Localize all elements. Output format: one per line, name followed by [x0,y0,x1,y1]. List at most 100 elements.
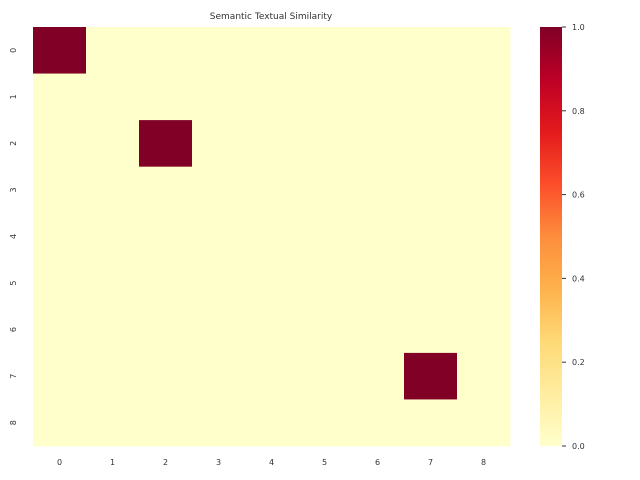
colorbar-tick-label: 0.0 [572,442,585,451]
colorbar-tick-label: 0.4 [572,274,585,283]
x-tick-label-1: 1 [110,458,115,467]
y-tick-label-6: 6 [9,327,18,332]
heatmap-cell-3-2 [139,166,193,214]
heatmap-cell-8-7 [404,399,458,447]
heatmap-cell-3-0 [33,166,87,214]
heatmap-cell-2-5 [298,120,352,168]
heatmap-cell-7-5 [298,352,352,400]
heatmap-cell-2-3 [192,120,246,168]
colorbar-gradient [540,27,562,446]
heatmap-cell-3-5 [298,166,352,214]
heatmap-cell-8-2 [139,399,193,447]
heatmap-cell-7-0 [33,352,87,400]
heatmap-cell-0-8 [457,27,511,74]
heatmap-cell-4-2 [139,213,193,261]
heatmap-cell-7-8 [457,352,511,400]
heatmap-cell-5-6 [351,259,405,307]
colorbar-tick-label: 1.0 [572,23,585,32]
heatmap-cell-1-3 [192,73,246,121]
heatmap-cell-6-1 [86,306,140,354]
y-tick-label-7: 7 [9,374,18,379]
heatmap-cell-1-0 [33,73,87,121]
heatmap-cell-0-7 [404,27,458,74]
heatmap-cell-4-6 [351,213,405,261]
heatmap-cell-0-6 [351,27,405,74]
heatmap-cell-0-4 [245,27,299,74]
heatmap-cell-2-0 [33,120,87,168]
heatmap-cell-5-2 [139,259,193,307]
x-tick-label-2: 2 [163,458,168,467]
heatmap-cell-3-6 [351,166,405,214]
heatmap-cell-4-5 [298,213,352,261]
y-tick-label-2: 2 [9,141,18,146]
heatmap-cell-6-3 [192,306,246,354]
y-tick-label-8: 8 [9,420,18,425]
heatmap-cell-7-4 [245,352,299,400]
heatmap-cell-6-4 [245,306,299,354]
y-tick-label-0: 0 [9,48,18,53]
heatmap-cell-4-0 [33,213,87,261]
heatmap-cell-3-1 [86,166,140,214]
heatmap-cell-6-6 [351,306,405,354]
heatmap-cell-5-7 [404,259,458,307]
heatmap-cell-3-4 [245,166,299,214]
heatmap-cell-8-3 [192,399,246,447]
colorbar: 0.0 0.2 0.4 0.6 0.8 1.0 [540,23,585,451]
colorbar-ticks: 0.0 0.2 0.4 0.6 0.8 1.0 [562,23,585,451]
heatmap-cell-7-3 [192,352,246,400]
heatmap-cell-8-8 [457,399,511,447]
colorbar-tick-label: 0.8 [572,107,585,116]
x-tick-label-4: 4 [269,458,274,467]
heatmap-cell-8-0 [33,399,87,447]
x-tick-label-8: 8 [481,458,486,467]
heatmap-cell-6-2 [139,306,193,354]
heatmap-cell-5-5 [298,259,352,307]
heatmap-cell-7-1 [86,352,140,400]
heatmap-cell-2-4 [245,120,299,168]
heatmap-cell-2-6 [351,120,405,168]
heatmap-cell-8-5 [298,399,352,447]
x-tick-label-7: 7 [428,458,433,467]
heatmap-cell-2-2 [139,120,193,168]
heatmap-cell-6-5 [298,306,352,354]
heatmap-cell-2-1 [86,120,140,168]
x-tick-label-0: 0 [57,458,62,467]
heatmap-cell-4-3 [192,213,246,261]
heatmap-cell-1-7 [404,73,458,121]
heatmap-cell-5-1 [86,259,140,307]
x-axis-ticks: 0 1 2 3 4 5 6 7 8 [57,458,486,467]
heatmap-cell-1-1 [86,73,140,121]
y-tick-label-3: 3 [9,187,18,192]
heatmap-cell-1-6 [351,73,405,121]
heatmap-cell-7-2 [139,352,193,400]
heatmap-cell-1-8 [457,73,511,121]
heatmap-cell-4-7 [404,213,458,261]
heatmap-cell-8-6 [351,399,405,447]
y-tick-label-1: 1 [9,94,18,99]
heatmap-cell-4-4 [245,213,299,261]
x-tick-label-6: 6 [375,458,380,467]
heatmap-cell-3-8 [457,166,511,214]
heatmap-cell-6-8 [457,306,511,354]
heatmap-cell-0-5 [298,27,352,74]
heatmap-cell-4-8 [457,213,511,261]
x-tick-label-5: 5 [322,458,327,467]
heatmap-cell-1-5 [298,73,352,121]
chart-title: Semantic Textual Similarity [210,12,333,22]
y-tick-label-5: 5 [9,281,18,286]
heatmap-cell-0-2 [139,27,193,74]
heatmap-cell-0-0 [33,27,87,74]
heatmap-cell-2-7 [404,120,458,168]
colorbar-tick-label: 0.6 [572,191,585,200]
heatmap-cell-0-1 [86,27,140,74]
heatmap-cell-1-4 [245,73,299,121]
heatmap-cell-2-8 [457,120,511,168]
heatmap-cells [33,27,511,447]
heatmap-cell-8-4 [245,399,299,447]
heatmap-cell-3-7 [404,166,458,214]
heatmap-cell-5-8 [457,259,511,307]
y-axis-ticks: 0 1 2 3 4 5 6 7 8 [9,48,18,426]
heatmap-cell-7-7 [404,352,458,400]
heatmap-cell-3-3 [192,166,246,214]
